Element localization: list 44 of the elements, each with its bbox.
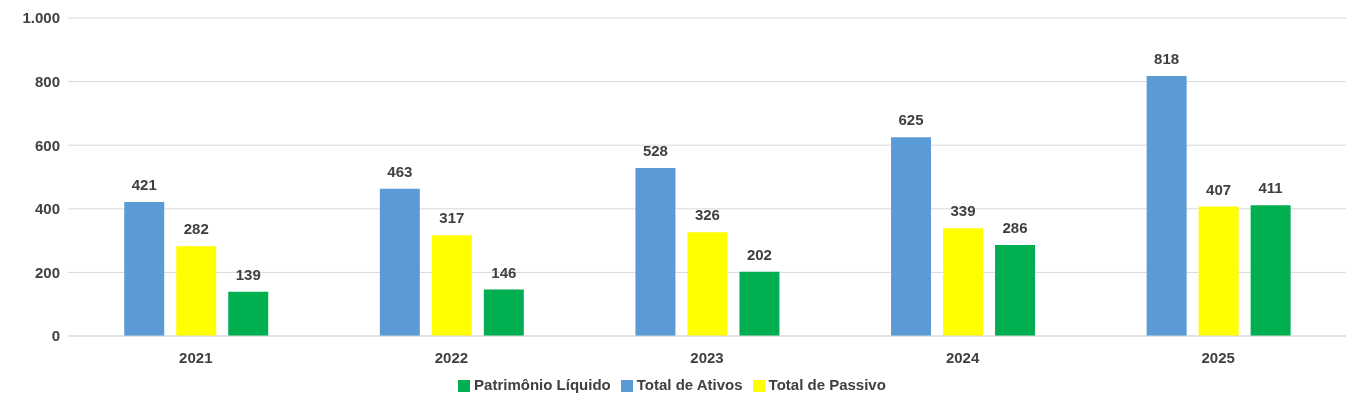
bar [1146,75,1187,336]
y-tick-label: 200 [34,263,60,281]
bar [176,246,217,336]
data-label: 407 [1206,180,1232,198]
y-tick-label: 600 [34,136,60,154]
y-tick-label: 0 [51,327,60,345]
data-label: 139 [235,265,261,283]
data-label: 528 [642,142,668,160]
bar [687,232,728,336]
y-tick-label: 1.000 [22,9,60,27]
legend-label: Patrimônio Líquido [474,376,611,393]
data-label: 202 [746,245,772,263]
bar [943,228,984,336]
data-label: 317 [439,209,465,227]
bar [379,188,420,336]
data-label: 339 [950,202,976,220]
bar [228,291,269,336]
bar [995,245,1036,336]
x-tick-label: 2023 [690,348,724,366]
data-label: 146 [491,263,517,281]
legend-label: Total de Passivo [768,376,886,393]
data-label: 818 [1154,49,1180,67]
data-label: 411 [1258,179,1283,197]
bar [483,289,524,336]
x-tick-label: 2022 [434,348,469,366]
data-label: 421 [131,176,157,194]
x-tick-label: 2021 [179,348,213,366]
bar [1250,205,1291,336]
bar [635,168,676,336]
y-tick-label: 400 [34,200,60,218]
data-label: 286 [1002,219,1028,237]
x-tick-label: 2024 [945,348,980,366]
y-tick-label: 800 [34,72,60,90]
data-label: 463 [387,162,413,180]
data-label: 326 [694,206,720,224]
data-label: 625 [898,111,924,129]
data-label: 282 [183,220,209,238]
x-tick-label: 2025 [1201,348,1235,366]
bar [1198,206,1239,336]
bar [891,137,932,336]
legend-label: Total de Ativos [636,376,743,393]
bar [739,271,780,336]
bar [431,235,472,336]
bar [124,202,165,336]
